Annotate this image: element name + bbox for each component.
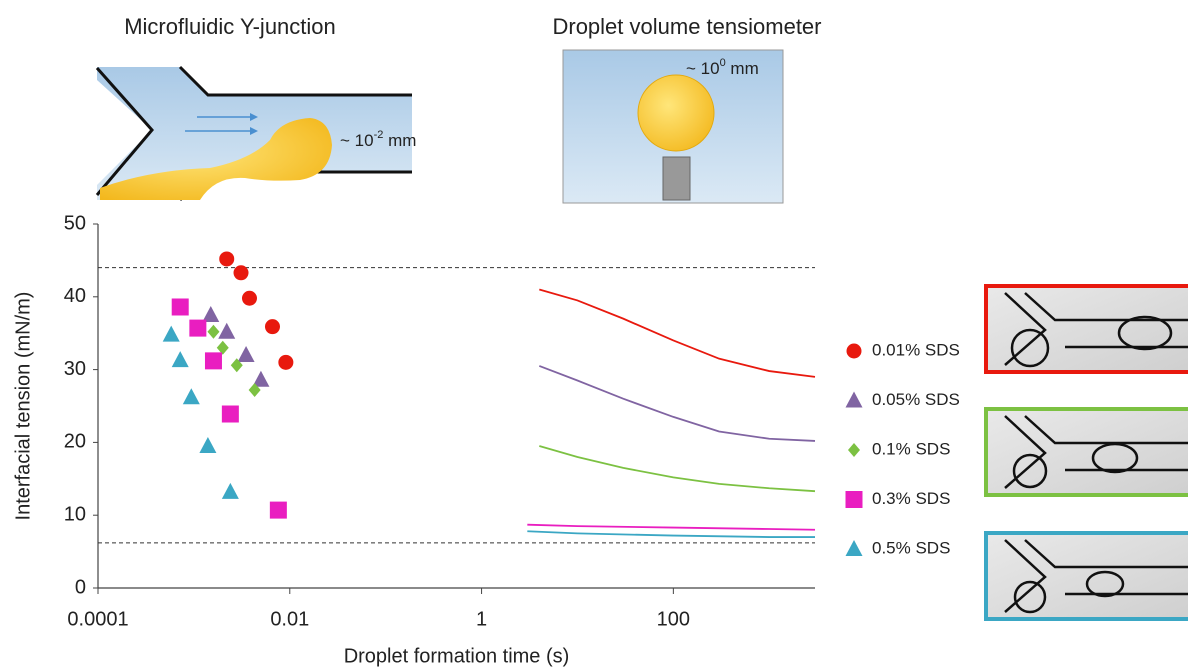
marker xyxy=(230,358,243,373)
legend-label: 0.5% SDS xyxy=(872,538,950,557)
y-tick-label: 30 xyxy=(64,358,86,380)
curve xyxy=(539,445,816,493)
marker xyxy=(233,265,249,281)
legend-marker xyxy=(846,343,862,359)
y-tick-label: 10 xyxy=(64,503,86,525)
legend-item: 0.01% SDS xyxy=(846,340,960,359)
x-axis-title: Droplet formation time (s) xyxy=(344,645,570,667)
y-tick-label: 20 xyxy=(64,431,86,453)
plot: 0 10 20 30 40 50 0.0001 0.01 1 100 Droplet formati… xyxy=(12,212,960,667)
scale-unit: mm xyxy=(726,59,759,78)
legend-label: 0.01% SDS xyxy=(872,340,960,359)
marker xyxy=(189,319,207,337)
marker xyxy=(219,251,235,267)
diagram-title: Droplet volume tensiometer xyxy=(552,14,821,39)
marker xyxy=(264,319,280,335)
x-tick-label: 0.0001 xyxy=(67,608,128,630)
y-tick-label: 50 xyxy=(64,212,86,234)
marker xyxy=(218,322,236,339)
scale-unit: mm xyxy=(383,131,416,150)
marker xyxy=(252,370,270,387)
scale-label: ~ 10-2 mm xyxy=(340,129,416,151)
scale-prefix: ~ 10 xyxy=(340,131,374,150)
marker xyxy=(171,351,189,368)
marker xyxy=(202,306,220,322)
marker xyxy=(221,405,239,423)
x-tick-label: 0.01 xyxy=(270,608,309,630)
legend-item: 0.3% SDS xyxy=(845,489,950,508)
marker xyxy=(248,382,261,397)
legend-label: 0.1% SDS xyxy=(872,439,950,458)
marker xyxy=(269,501,287,519)
y-axis-title: Interfacial tension (mN/m) xyxy=(12,292,34,521)
diagram-title: Microfluidic Y-junction xyxy=(124,14,336,39)
marker xyxy=(237,346,255,363)
legend-marker xyxy=(845,491,863,508)
y-tick-label: 0 xyxy=(75,576,86,598)
legend-label: 0.3% SDS xyxy=(872,489,950,508)
scale-label: ~ 100 mm xyxy=(686,57,759,79)
curve xyxy=(538,365,816,442)
x-tick-label: 1 xyxy=(476,608,487,630)
marker xyxy=(199,437,217,454)
curve xyxy=(527,530,815,538)
marker xyxy=(221,482,239,499)
marker xyxy=(216,340,229,355)
curve xyxy=(539,288,816,378)
marker xyxy=(278,354,294,370)
legend-marker xyxy=(848,443,860,457)
marker xyxy=(171,298,189,316)
x-tick-label: 100 xyxy=(657,608,690,630)
marker xyxy=(207,324,220,339)
legend-label: 0.05% SDS xyxy=(872,390,960,409)
y-tick-label: 40 xyxy=(64,285,86,307)
marker xyxy=(182,388,200,405)
y-junction-diagram: Microfluidic Y-junction ~ 10-2 mm xyxy=(95,14,416,202)
legend-item: 0.05% SDS xyxy=(845,390,960,409)
scale-exponent: -2 xyxy=(374,129,384,141)
curve xyxy=(527,523,816,531)
scale-exponent: 0 xyxy=(720,57,726,69)
legend-item: 0.1% SDS xyxy=(848,439,950,458)
marker xyxy=(241,290,257,306)
legend-marker xyxy=(845,391,863,408)
droplet-images xyxy=(984,284,1188,621)
scale-prefix: ~ 10 xyxy=(686,59,720,78)
marker xyxy=(162,325,180,342)
legend-item: 0.5% SDS xyxy=(845,538,950,557)
tensiometer-diagram: Droplet volume tensiometer ~ 100 mm xyxy=(552,14,822,204)
marker xyxy=(204,352,222,370)
legend-marker xyxy=(845,540,863,556)
